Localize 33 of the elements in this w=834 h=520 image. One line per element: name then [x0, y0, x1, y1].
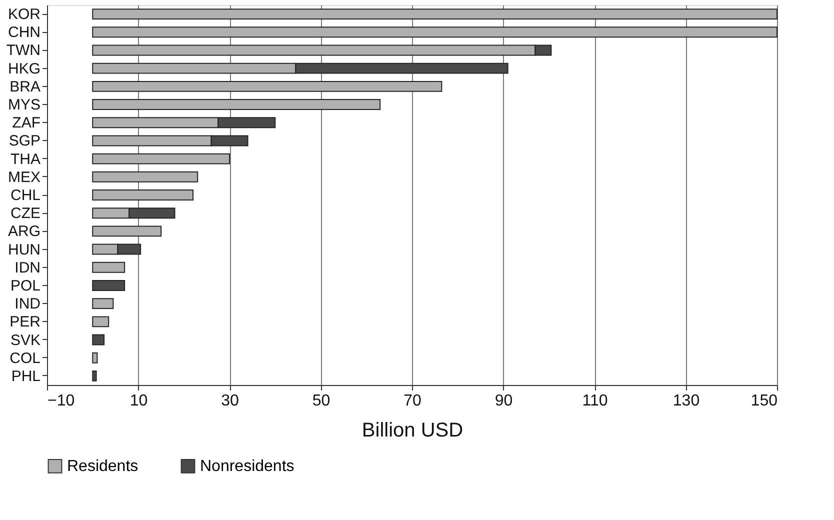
- y-tick-label: HKG: [8, 60, 40, 78]
- y-tick-label: PHL: [11, 368, 40, 385]
- y-tick-label: TWN: [6, 42, 40, 60]
- y-tick-label: PER: [10, 314, 41, 331]
- y-tick-label: BRA: [10, 78, 40, 96]
- y-tick-label: POL: [10, 277, 40, 294]
- y-tick-label: MYS: [8, 96, 40, 114]
- y-tick-label: CZE: [10, 205, 40, 222]
- y-tick-label: SGP: [8, 132, 40, 150]
- x-tick-label: 50: [312, 392, 330, 410]
- y-tick-label: COL: [10, 350, 40, 367]
- x-tick-label: 30: [221, 392, 239, 410]
- y-tick-label: IDN: [14, 259, 40, 276]
- y-tick-label: IND: [14, 296, 41, 313]
- x-tick-label: 150: [750, 392, 778, 410]
- x-tick-label: 90: [494, 392, 513, 410]
- x-axis-title: Billion USD: [362, 420, 464, 442]
- x-tick-label: 130: [672, 392, 700, 410]
- y-tick-label: CHL: [10, 187, 40, 204]
- y-tick-label: ZAF: [12, 114, 40, 132]
- legend-label: Nonresidents: [200, 458, 294, 476]
- y-tick-label: MEX: [8, 168, 40, 186]
- x-tick-label: −10: [48, 392, 75, 410]
- y-tick-label: KOR: [8, 6, 41, 24]
- y-tick-label: CHN: [8, 24, 40, 42]
- y-tick-label: ARG: [8, 223, 40, 240]
- y-tick-label: HUN: [8, 241, 40, 258]
- x-tick-label: 10: [130, 392, 148, 410]
- x-tick-label: 70: [404, 392, 422, 410]
- x-tick-label: 110: [582, 392, 608, 410]
- y-tick-label: SVK: [10, 332, 40, 349]
- y-tick-label: THA: [10, 150, 40, 168]
- legend-label: Residents: [67, 458, 138, 476]
